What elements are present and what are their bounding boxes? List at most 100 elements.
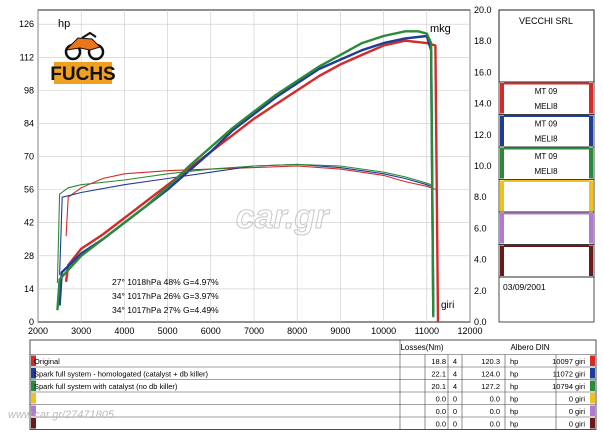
right-unit-label: mkg bbox=[430, 23, 451, 35]
y-left-tick-label: 14 bbox=[24, 284, 34, 294]
legend-color-bar-left bbox=[500, 148, 504, 179]
row-label: Original bbox=[34, 357, 60, 366]
row-hp-unit: hp bbox=[510, 420, 518, 429]
legend-box bbox=[498, 244, 595, 278]
y-left-tick-label: 98 bbox=[24, 85, 34, 95]
table-row-color-left bbox=[31, 393, 36, 404]
legend-variant: MELI8 bbox=[534, 167, 558, 176]
row-giri: giri bbox=[575, 370, 585, 379]
x-tick-label: 2000 bbox=[28, 326, 48, 336]
power-line-red bbox=[64, 39, 440, 323]
x-tick-label: 12000 bbox=[457, 326, 482, 336]
row-loss: 0.0 bbox=[436, 420, 446, 429]
x-tick-label: 11000 bbox=[415, 326, 439, 336]
x-tick-label: 9000 bbox=[330, 326, 350, 336]
y-left-tick-label: 126 bbox=[19, 19, 34, 29]
fuchs-logo: FUCHS bbox=[50, 31, 116, 85]
annotation-blue: 34° 1017hPa 26% G=3.97% bbox=[112, 291, 219, 301]
y-right-tick-label: 2.0 bbox=[474, 286, 487, 296]
row-rpm: 0 bbox=[569, 420, 573, 429]
legend-color-bar-left bbox=[500, 213, 504, 244]
table-row-color-left bbox=[31, 355, 36, 366]
row-rpm: 0 bbox=[569, 407, 573, 416]
rpm-unit-label: giri bbox=[441, 300, 454, 311]
date-box bbox=[498, 276, 595, 323]
company-name: VECCHI SRL bbox=[519, 16, 573, 26]
row-gear: 4 bbox=[453, 382, 457, 391]
legend-color-bar-right bbox=[589, 115, 593, 146]
annotation-red: 27° 1018hPa 48% G=4.97% bbox=[112, 277, 219, 287]
table-row-color-right bbox=[590, 418, 595, 429]
x-tick-label: 6000 bbox=[201, 326, 221, 336]
row-label: Spark full system with catalyst (no db k… bbox=[34, 382, 178, 391]
row-loss: 0.0 bbox=[436, 395, 446, 404]
logo-text: FUCHS bbox=[50, 64, 115, 85]
table-frame bbox=[29, 339, 597, 430]
watermark: car.gr bbox=[236, 198, 330, 236]
x-tick-label: 3000 bbox=[71, 326, 91, 336]
y-right-tick-label: 0.0 bbox=[474, 317, 487, 327]
table-row-color-left bbox=[31, 418, 36, 429]
grid bbox=[37, 10, 471, 322]
row-gear: 4 bbox=[453, 357, 457, 366]
row-rpm: 10794 bbox=[552, 382, 573, 391]
row-loss: 18.8 bbox=[431, 357, 446, 366]
row-gear: 0 bbox=[453, 395, 457, 404]
table-row-color-right bbox=[590, 393, 595, 404]
y-right-tick-label: 18.0 bbox=[474, 36, 492, 46]
y-right-tick-label: 8.0 bbox=[474, 192, 487, 202]
table-row-color-left bbox=[31, 368, 36, 379]
power-line-green bbox=[56, 30, 435, 318]
legend-model: MT 09 bbox=[535, 120, 558, 129]
row-giri: giri bbox=[575, 420, 585, 429]
row-hp-unit: hp bbox=[510, 357, 518, 366]
x-tick-label: 10000 bbox=[371, 326, 396, 336]
y-left-tick-label: 28 bbox=[24, 251, 34, 261]
torque-line-red bbox=[65, 165, 436, 237]
row-hp-unit: hp bbox=[510, 395, 518, 404]
row-giri: giri bbox=[575, 395, 585, 404]
y-left-tick-label: 70 bbox=[24, 152, 34, 162]
legend-color-bar-right bbox=[589, 180, 593, 211]
legend-box bbox=[498, 146, 595, 180]
company-box bbox=[498, 9, 595, 83]
table-row-color-right bbox=[590, 380, 595, 391]
annotation-green: 34° 1017hPa 27% G=4.49% bbox=[112, 305, 219, 315]
y-right-tick-label: 16.0 bbox=[474, 67, 492, 77]
y-left-tick-label: 56 bbox=[24, 185, 34, 195]
y-right-tick-label: 6.0 bbox=[474, 223, 487, 233]
x-tick-label: 5000 bbox=[158, 326, 178, 336]
y-left-tick-label: 84 bbox=[24, 118, 34, 128]
y-right-tick-label: 4.0 bbox=[474, 255, 487, 265]
legend-box bbox=[498, 179, 595, 213]
test-date: 03/09/2001 bbox=[503, 282, 546, 292]
legend-color-bar-left bbox=[500, 115, 504, 146]
row-gear: 4 bbox=[453, 370, 457, 379]
row-giri: giri bbox=[575, 407, 585, 416]
row-giri: giri bbox=[575, 382, 585, 391]
table-row-color-right bbox=[590, 405, 595, 416]
y-right-tick-label: 12.0 bbox=[474, 130, 492, 140]
row-rpm: 0 bbox=[569, 395, 573, 404]
legend-model: MT 09 bbox=[535, 152, 558, 161]
row-power: 0.0 bbox=[490, 407, 500, 416]
series-group bbox=[56, 30, 440, 323]
y-right-tick-label: 10.0 bbox=[474, 161, 492, 171]
row-loss: 22.1 bbox=[431, 370, 446, 379]
row-hp-unit: hp bbox=[510, 407, 518, 416]
row-loss: 0.0 bbox=[436, 407, 446, 416]
annotations: 27° 1018hPa 48% G=4.97% 34° 1017hPa 26% … bbox=[112, 277, 219, 315]
legend-model: MT 09 bbox=[535, 87, 558, 96]
legend-color-bar-left bbox=[500, 180, 504, 211]
row-rpm: 10097 bbox=[552, 357, 573, 366]
axes: 2000 3000 4000 5000 6000 7000 8000 9000 10000 110… bbox=[19, 5, 492, 336]
row-power: 124.0 bbox=[481, 370, 500, 379]
legend-color-bar-right bbox=[589, 245, 593, 276]
table-row-color-right bbox=[590, 355, 595, 366]
left-unit-label: hp bbox=[58, 18, 70, 30]
albero-header: Albero DIN bbox=[510, 343, 549, 352]
losses-header: Losses(Nm) bbox=[400, 343, 443, 352]
row-rpm: 11072 bbox=[553, 370, 573, 379]
